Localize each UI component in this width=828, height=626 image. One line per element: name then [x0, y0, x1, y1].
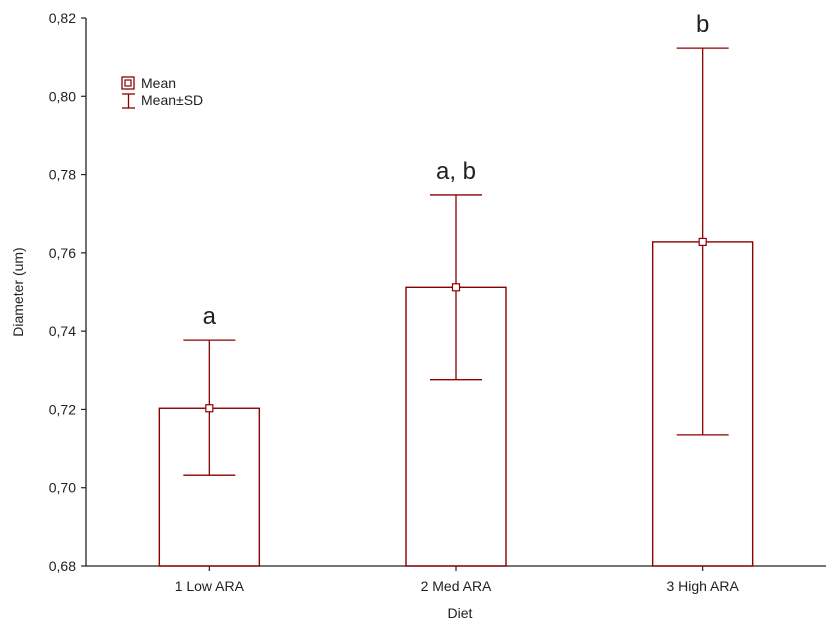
y-tick-label: 0,68: [49, 558, 76, 574]
y-axis-title: Diameter (um): [10, 247, 26, 336]
mean-marker: [451, 283, 461, 292]
y-tick-label: 0,74: [49, 323, 76, 339]
x-tick-label: 1 Low ARA: [175, 578, 245, 594]
significance-label: a, b: [436, 158, 476, 185]
error-bars: [183, 47, 729, 476]
y-tick-label: 0,80: [49, 88, 76, 104]
x-tick-label: 3 High ARA: [666, 578, 739, 594]
significance-label: a: [203, 303, 217, 330]
mean-marker: [698, 237, 707, 246]
x-axis-ticks: 1 Low ARA 2 Med ARA 3 High ARA: [175, 566, 740, 594]
significance-labels: a a, b b: [203, 11, 710, 330]
mean-marker: [205, 404, 214, 413]
legend: Mean Mean±SD: [121, 75, 203, 109]
y-tick-label: 0,70: [49, 480, 76, 496]
y-tick-label: 0,76: [49, 245, 76, 261]
legend-label-mean: Mean: [141, 75, 176, 91]
legend-label-mean-sd: Mean±SD: [141, 92, 203, 108]
y-tick-label: 0,78: [49, 167, 76, 183]
y-tick-label: 0,82: [49, 10, 76, 26]
significance-label: b: [696, 11, 709, 38]
x-tick-label: 2 Med ARA: [421, 578, 492, 594]
y-tick-label: 0,72: [49, 401, 76, 417]
x-axis-title: Diet: [448, 605, 473, 621]
legend-sd-marker: [122, 93, 135, 109]
legend-mean-marker: [121, 76, 135, 90]
y-axis-ticks: 0,68 0,70 0,72 0,74 0,76 0,78 0,80 0,82: [49, 10, 86, 574]
